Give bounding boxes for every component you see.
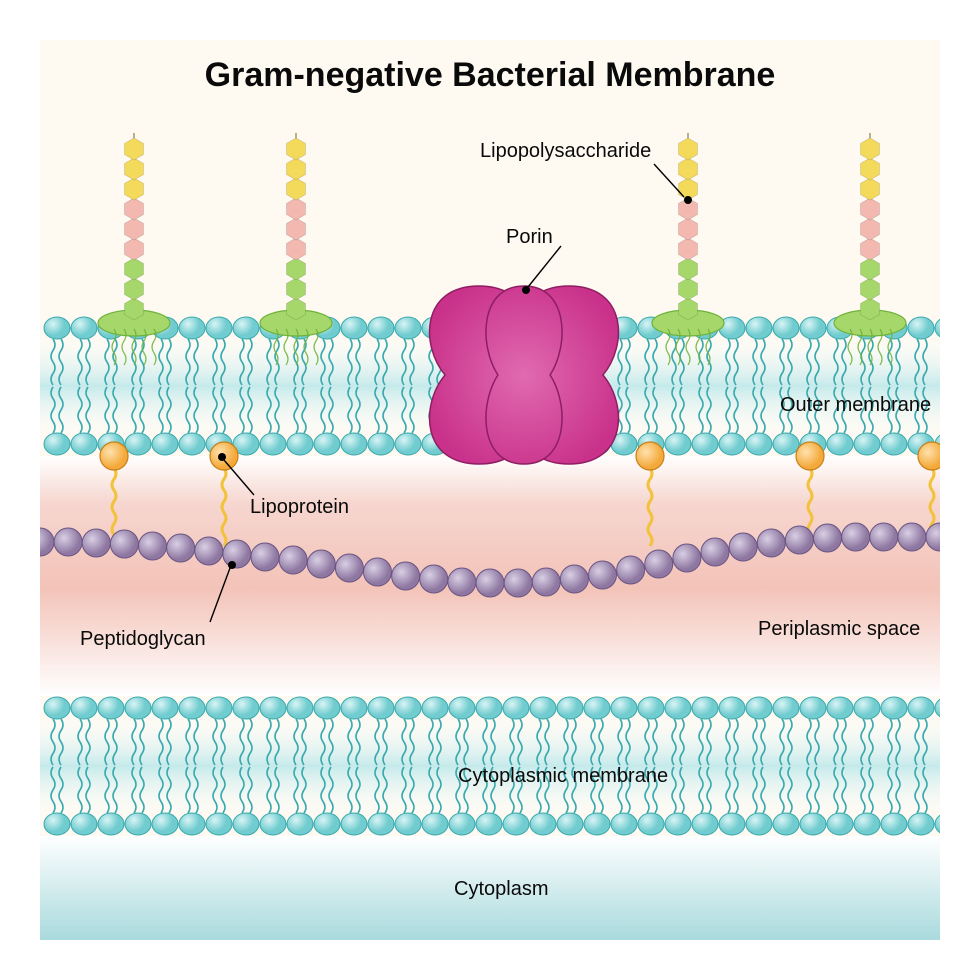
label-porin: Porin	[506, 226, 553, 249]
membrane-diagram-svg	[40, 40, 940, 940]
label-outer: Outer membrane	[780, 394, 931, 417]
label-pg: Peptidoglycan	[80, 628, 206, 651]
diagram-frame: Gram-negative Bacterial Membrane Lipopol…	[40, 40, 940, 940]
label-periplasm: Periplasmic space	[758, 618, 920, 641]
label-cyto: Cytoplasm	[454, 878, 548, 901]
label-lipo: Lipoprotein	[250, 496, 349, 519]
label-inner: Cytoplasmic membrane	[458, 765, 668, 788]
label-lps: Lipopolysaccharide	[480, 140, 651, 163]
